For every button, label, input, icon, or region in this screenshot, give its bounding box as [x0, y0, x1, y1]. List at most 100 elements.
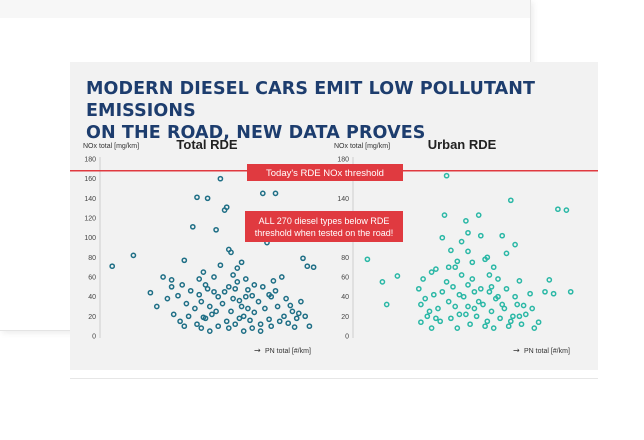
urban-rde-data-point [484, 254, 491, 261]
total-rde-data-point [225, 325, 232, 331]
urban-rde-data-point [567, 288, 574, 295]
total-rde-data-point [259, 190, 266, 197]
infographic-headline: MODERN DIESEL CARS EMIT LOW POLLUTANT EM… [86, 78, 596, 144]
total-rde-data-point [170, 311, 177, 318]
urban-rde-data-point [379, 279, 386, 285]
top-strip [0, 0, 530, 18]
urban-rde-data-point [463, 311, 469, 318]
urban-rde-x-arrow: → [513, 346, 520, 355]
total-rde-data-point [175, 292, 181, 299]
total-rde-data-point [217, 262, 224, 269]
total-rde-data-point [306, 323, 313, 330]
urban-rde-data-point [437, 318, 444, 325]
urban-rde-data-point [486, 288, 493, 295]
total-rde-data-point [168, 277, 175, 283]
total-rde-data-point [304, 263, 311, 270]
total-rde-data-point [194, 194, 200, 201]
urban-rde-data-point [546, 277, 553, 283]
total-rde-data-point [232, 285, 239, 292]
urban-rde-data-point [503, 285, 510, 292]
urban-rde-data-point [477, 285, 484, 292]
urban-rde-data-point [448, 315, 454, 322]
urban-rde-data-point [516, 313, 523, 320]
total-rde-data-point [177, 318, 183, 325]
urban-rde-data-point [394, 273, 401, 279]
total-rde-data-point [272, 287, 279, 294]
total-rde-data-point [230, 295, 236, 302]
total-rde-data-point [236, 315, 243, 322]
total-rde-data-point [206, 303, 213, 310]
total-rde-data-point [215, 323, 222, 330]
total-rde-data-point [223, 204, 230, 211]
urban-rde-data-point [499, 301, 506, 308]
total-rde-data-point [236, 297, 243, 304]
total-rde-y-axis-label: NOx total [mg/km] [83, 143, 139, 150]
total-rde-y-tick-label: 180 [84, 157, 96, 164]
urban-rde-data-point [477, 232, 484, 239]
total-rde-data-point [213, 226, 219, 233]
urban-rde-data-point [563, 207, 570, 213]
total-rde-data-point [225, 283, 232, 290]
urban-rde-data-point [531, 325, 538, 331]
urban-rde-data-point [433, 266, 439, 272]
total-rde-data-point [291, 324, 298, 330]
total-rde-data-point [209, 311, 215, 318]
total-rde-title: Total RDE [176, 137, 237, 152]
urban-rde-data-point [443, 172, 450, 179]
urban-rde-data-point [555, 206, 561, 213]
total-rde-data-point [211, 288, 217, 295]
total-rde-data-point [245, 286, 251, 293]
total-rde-data-point [287, 302, 294, 309]
urban-rde-data-point [418, 319, 424, 326]
total-rde-y-tick-label: 120 [84, 216, 96, 223]
total-rde-data-point [272, 190, 279, 197]
urban-rde-data-point [448, 247, 454, 254]
urban-rde-data-point [516, 278, 523, 284]
callout-line-1: ALL 270 diesel types below RDE [259, 216, 390, 226]
urban-rde-data-point [465, 248, 471, 255]
urban-rde-data-point [495, 276, 501, 282]
total-rde-data-point [164, 295, 171, 302]
urban-rde-data-point [426, 308, 433, 315]
urban-rde-data-point [512, 293, 518, 300]
urban-rde-data-point [450, 283, 456, 290]
urban-rde-data-point [452, 303, 459, 310]
total-rde-data-point [228, 308, 234, 315]
total-rde-data-point [251, 309, 258, 316]
total-rde-data-point [230, 272, 236, 278]
urban-rde-data-point [454, 258, 461, 265]
total-rde-data-point [238, 259, 245, 266]
callout-line-2: threshold when tested on the road! [255, 228, 394, 238]
headline-line-1: MODERN DIESEL CARS EMIT LOW POLLUTANT EM… [86, 79, 536, 121]
urban-rde-data-point [527, 290, 533, 297]
urban-rde-data-point [433, 315, 439, 322]
urban-rde-y-axis-label: NOx total [mg/km] [334, 143, 390, 150]
total-rde-data-point [249, 292, 256, 299]
urban-rde-data-point [458, 238, 465, 245]
urban-rde-data-point [475, 212, 482, 218]
total-rde-data-point [245, 305, 251, 312]
urban-rde-data-point [520, 302, 527, 309]
urban-rde-data-point [418, 301, 424, 308]
urban-rde-data-point [512, 241, 518, 248]
total-rde-data-point [242, 276, 249, 282]
total-rde-x-arrow: → [254, 346, 261, 355]
headline-line-2: ON THE ROAD, NEW DATA PROVES [86, 123, 426, 143]
total-rde-data-point [270, 278, 277, 284]
urban-rde-data-point [507, 197, 514, 204]
total-rde-y-tick-label: 60 [88, 275, 96, 282]
urban-rde-title: Urban RDE [428, 137, 497, 152]
urban-rde-data-point [445, 264, 452, 271]
total-rde-data-point [196, 291, 203, 298]
total-rde-data-point [283, 295, 289, 302]
total-rde-data-point [257, 321, 264, 328]
total-rde-data-point [266, 316, 272, 323]
total-rde-data-point [179, 282, 186, 288]
urban-rde-data-point [465, 282, 471, 288]
urban-rde-data-point [518, 321, 525, 328]
total-rde-data-point [259, 283, 266, 290]
total-rde-data-point [240, 313, 247, 320]
total-rde-data-point [181, 257, 188, 264]
total-rde-data-point [187, 287, 194, 294]
urban-rde-data-point [469, 276, 476, 282]
